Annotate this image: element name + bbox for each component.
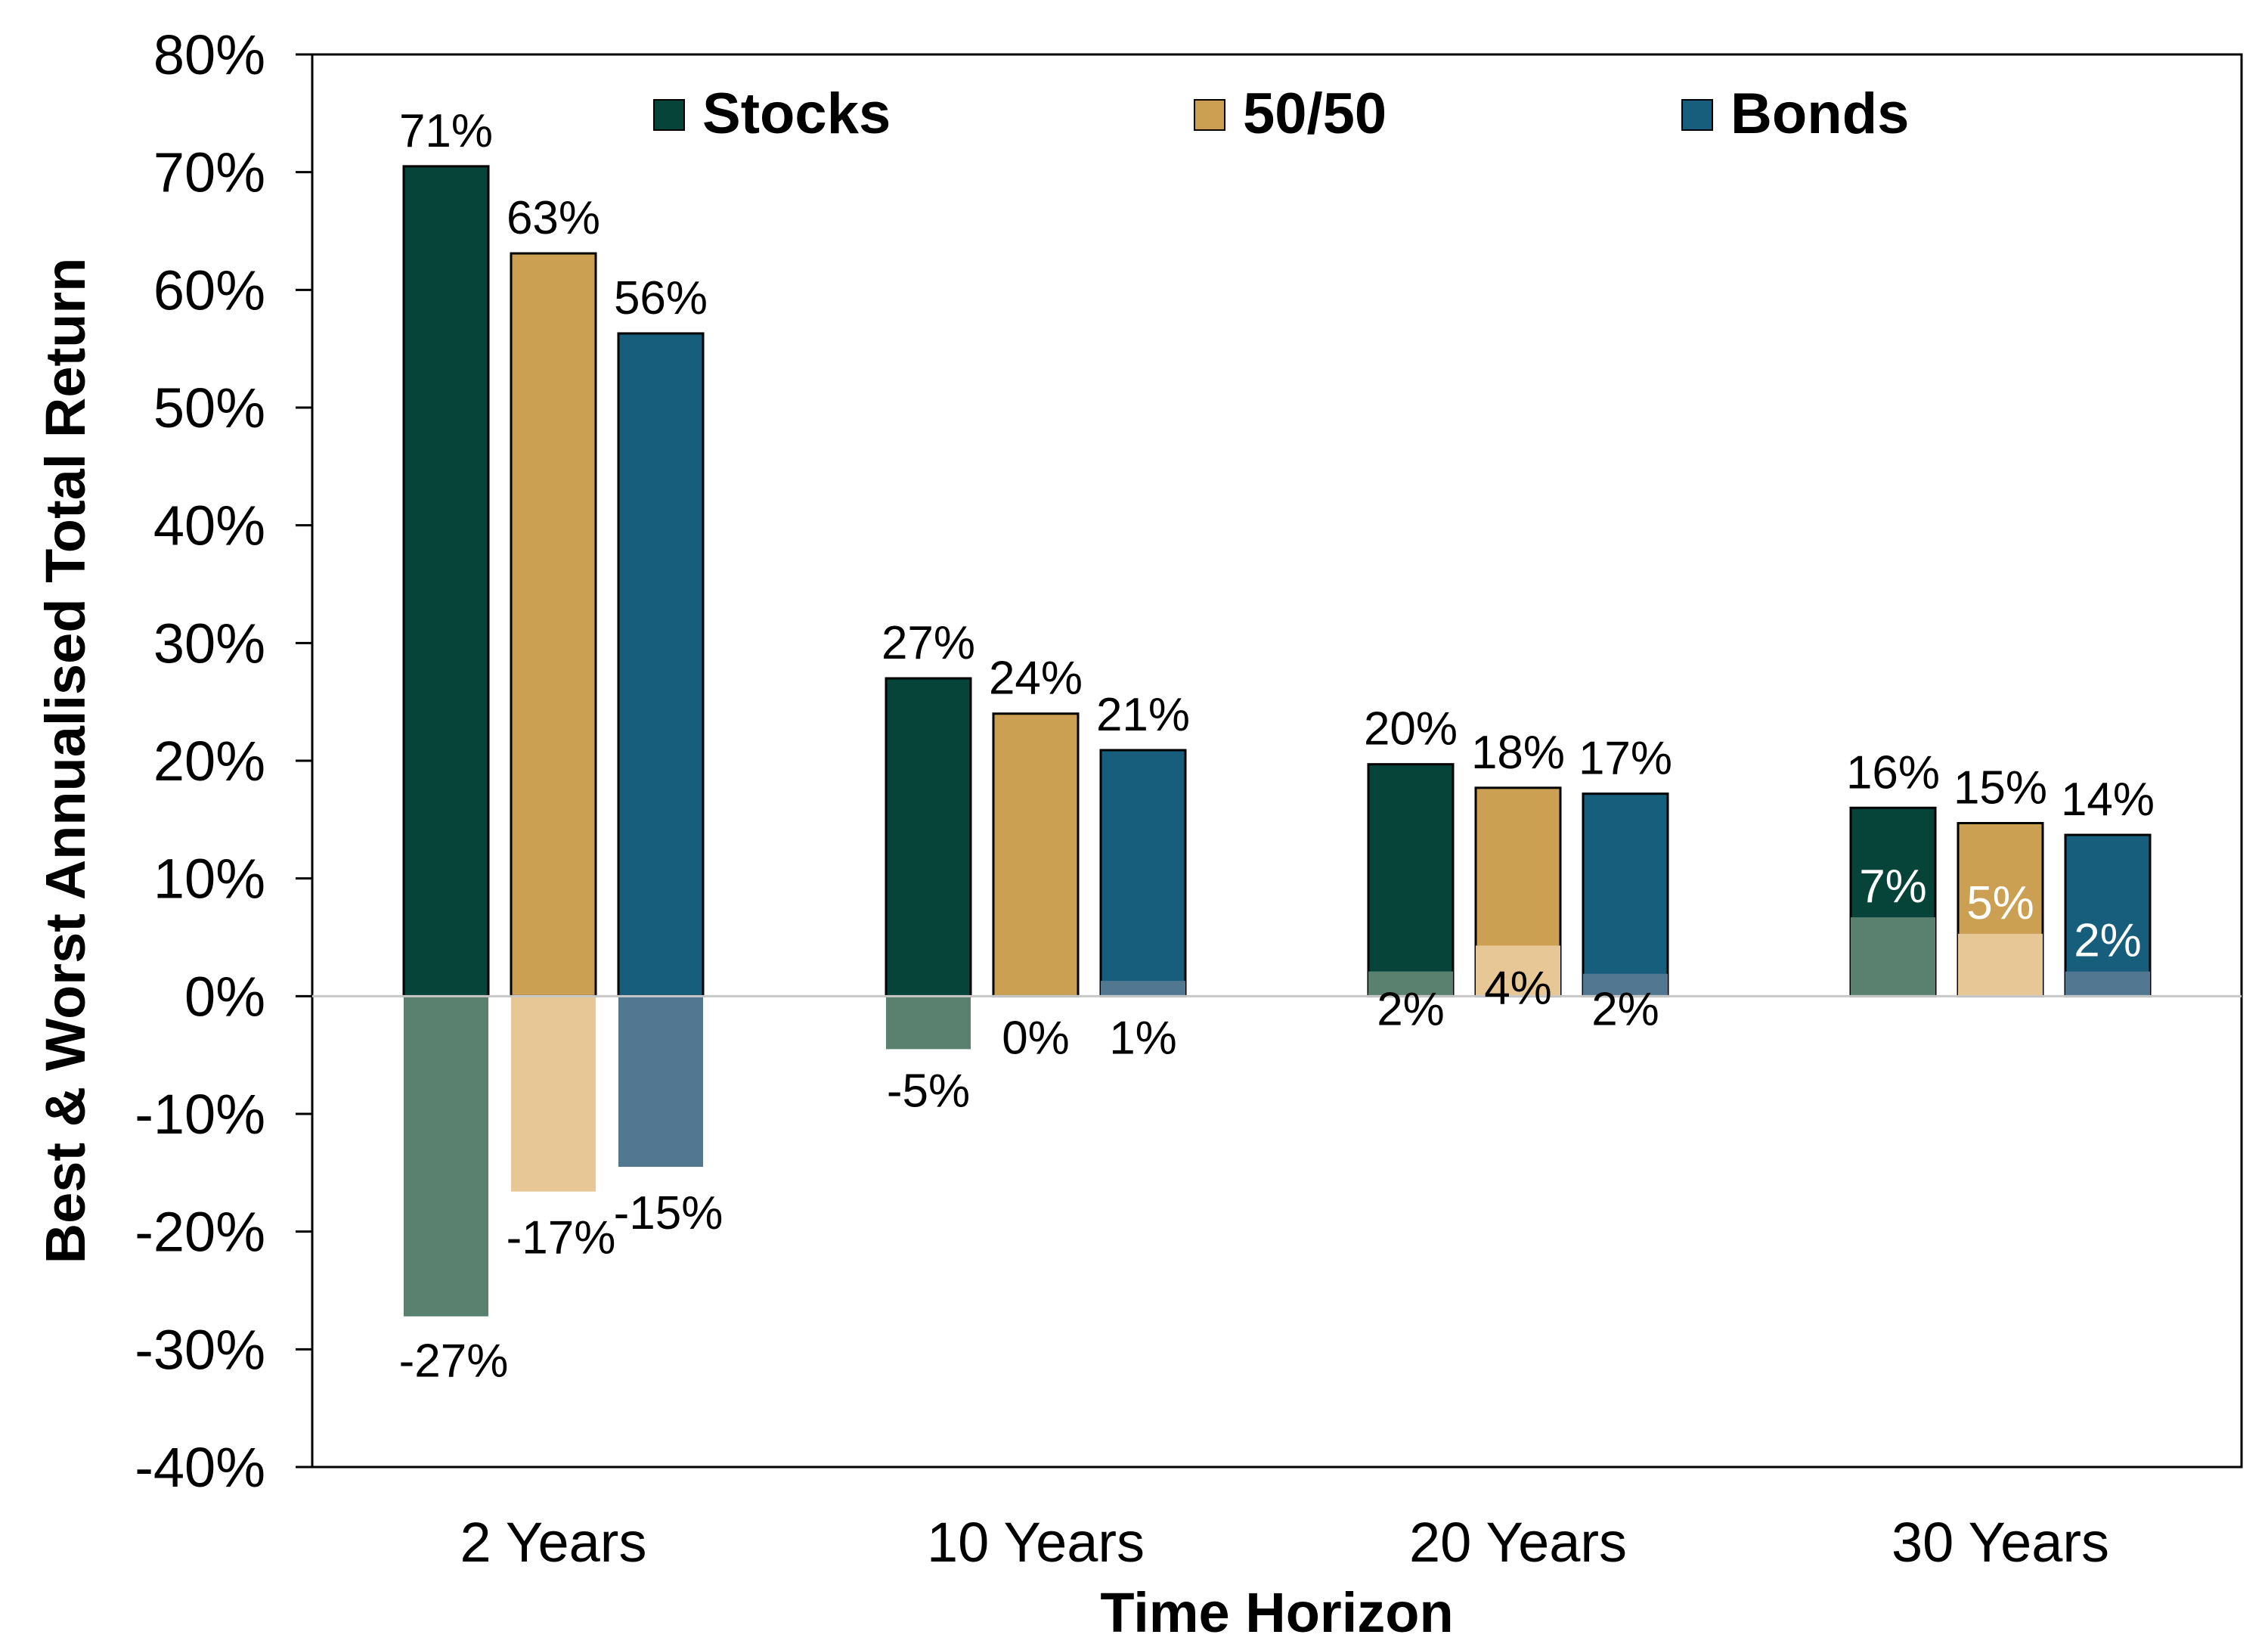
worst-value-label: -27% (399, 1335, 509, 1388)
best-bar (617, 332, 705, 997)
y-tick-label: 40% (153, 495, 265, 557)
y-tick-label: 60% (153, 259, 265, 321)
legend-label: 50/50 (1243, 82, 1387, 146)
best-bar (885, 677, 972, 997)
worst-bar (618, 996, 703, 1168)
y-tick-label: 70% (153, 141, 265, 204)
best-value-label: 24% (989, 653, 1083, 705)
best-bar (402, 165, 490, 997)
best-value-label: 71% (399, 105, 493, 157)
best-bar (510, 252, 597, 997)
worst-bar (511, 996, 596, 1192)
best-value-label: 21% (1096, 689, 1190, 741)
y-tick-label: 50% (153, 377, 265, 439)
best-value-label: 17% (1579, 733, 1672, 785)
best-value-label: 63% (507, 192, 600, 244)
y-axis-title: Best & Worst Annualised Total Return (34, 258, 97, 1264)
best-value-label: 56% (614, 272, 708, 324)
best-bar (1099, 749, 1187, 997)
worst-value-label: 5% (1966, 877, 2034, 929)
worst-value-label: 0% (1002, 1012, 1070, 1064)
legend-swatch (1681, 99, 1713, 131)
best-value-label: 27% (881, 617, 975, 669)
best-bar (992, 712, 1080, 997)
y-tick-label: 80% (153, 23, 265, 86)
x-axis-title: Time Horizon (1100, 1581, 1453, 1644)
worst-bar (1583, 973, 1668, 997)
worst-value-label: 1% (1109, 1012, 1177, 1064)
worst-bar (404, 996, 488, 1317)
worst-value-label: 2% (1591, 983, 1659, 1035)
y-tick-label: 10% (153, 848, 265, 910)
worst-bar (1851, 917, 1935, 997)
best-value-label: 15% (1954, 762, 2047, 814)
legend-label: Bonds (1730, 82, 1909, 146)
y-tick-label: -10% (135, 1083, 265, 1146)
y-tick-label: -40% (135, 1436, 265, 1499)
legend-label: Stocks (702, 82, 891, 146)
y-tick-label: -20% (135, 1201, 265, 1264)
worst-value-label: -5% (887, 1065, 970, 1117)
x-tick-label: 2 Years (460, 1511, 647, 1574)
x-tick-label: 10 Years (927, 1511, 1145, 1574)
best-value-label: 20% (1364, 703, 1458, 755)
worst-bar (1958, 933, 2043, 997)
x-tick-label: 30 Years (1892, 1511, 2109, 1574)
worst-value-label: 4% (1484, 962, 1552, 1014)
worst-value-label: 7% (1859, 861, 1927, 913)
worst-bar (1101, 981, 1185, 997)
y-tick-label: 30% (153, 612, 265, 675)
worst-bar (2065, 971, 2150, 997)
worst-value-label: 2% (1377, 983, 1445, 1035)
worst-bar (1476, 945, 1560, 997)
legend-swatch (653, 99, 685, 131)
worst-value-label: 2% (2074, 915, 2142, 967)
best-value-label: 18% (1471, 727, 1565, 779)
y-tick-label: -30% (135, 1318, 265, 1381)
best-bar (2064, 833, 2152, 997)
best-value-label: 16% (1846, 746, 1940, 799)
worst-value-label: -17% (507, 1212, 616, 1264)
worst-value-label: -15% (614, 1187, 723, 1239)
y-tick-label: 20% (153, 730, 265, 792)
worst-bar (886, 996, 971, 1050)
worst-bar (1368, 971, 1453, 997)
legend-swatch (1194, 99, 1225, 131)
best-value-label: 14% (2061, 774, 2155, 826)
y-tick-label: 0% (184, 965, 265, 1028)
best-bar (1582, 792, 1669, 997)
best-bar (1367, 763, 1455, 997)
x-tick-label: 20 Years (1409, 1511, 1627, 1574)
